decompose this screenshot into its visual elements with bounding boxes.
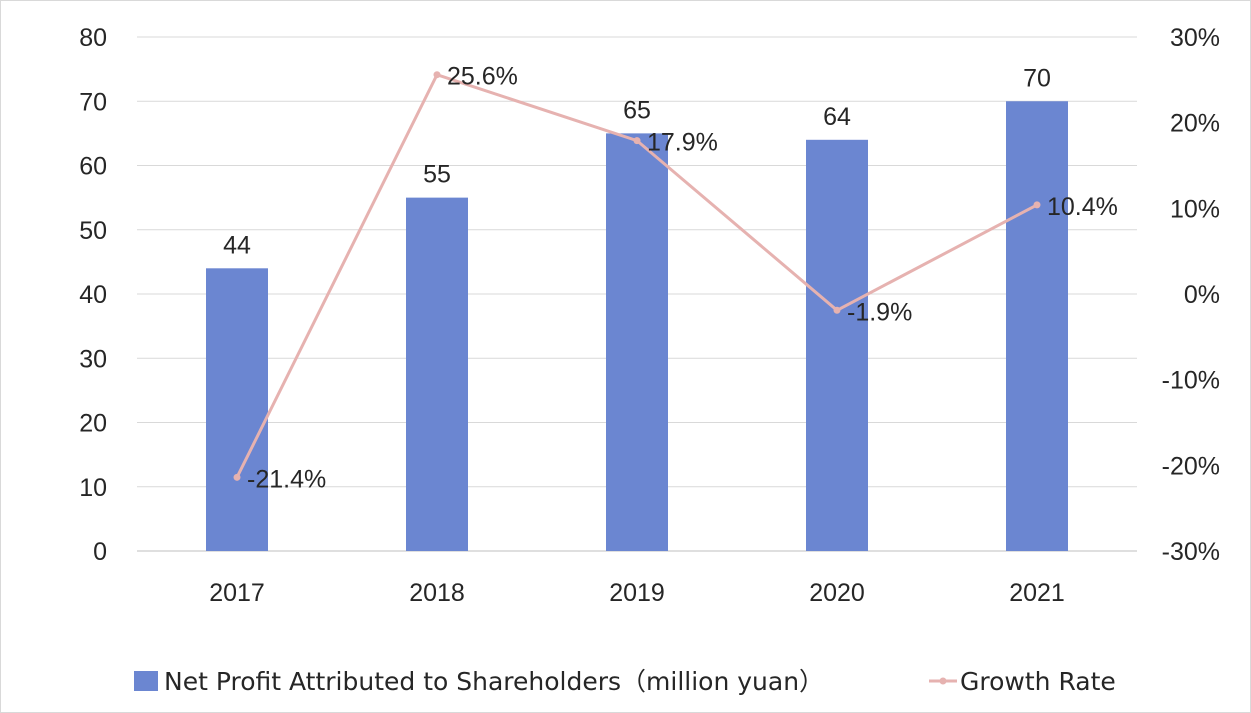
y-left-tick-label: 50 [79, 217, 107, 245]
y-left-tick-label: 80 [79, 24, 107, 52]
bar-series [206, 101, 1068, 552]
growth-rate-data-label: 25.6% [447, 63, 518, 91]
bar-data-label: 70 [1023, 64, 1051, 92]
axis-tick-labels: 0 10 20 30 40 50 60 70 80 -30% -20% -10% 0% 10% 20% 30%… [79, 24, 1220, 607]
legend-line-marker [939, 677, 947, 685]
x-tick-label: 2019 [609, 579, 665, 607]
growth-rate-point [833, 306, 841, 314]
growth-rate-point [1033, 201, 1041, 209]
growth-rate-data-label: 10.4% [1047, 193, 1118, 221]
bar-data-label: 44 [223, 231, 251, 259]
y-right-tick-label: -10% [1162, 367, 1220, 395]
y-left-tick-label: 20 [79, 410, 107, 438]
y-right-tick-label: 30% [1170, 24, 1220, 52]
growth-rate-point [233, 473, 241, 481]
y-right-tick-label: 0% [1184, 281, 1220, 309]
x-tick-label: 2017 [209, 579, 265, 607]
growth-rate-point [433, 71, 441, 79]
y-left-tick-label: 30 [79, 345, 107, 373]
y-left-tick-label: 0 [93, 538, 107, 566]
bar-data-label: 55 [423, 161, 451, 189]
bar [206, 268, 268, 551]
bar-data-label: 64 [823, 103, 851, 131]
bar [1006, 101, 1068, 551]
bar [806, 139, 868, 552]
bar [606, 133, 668, 551]
y-right-tick-label: 10% [1170, 195, 1220, 223]
growth-rate-data-label: -21.4% [247, 465, 326, 493]
legend-bar-swatch [134, 671, 158, 691]
bar [406, 197, 468, 551]
line-series [233, 71, 1041, 481]
y-left-tick-label: 40 [79, 281, 107, 309]
growth-rate-data-label: 17.9% [647, 129, 718, 157]
y-right-tick-label: -30% [1162, 538, 1220, 566]
growth-rate-point [633, 137, 641, 145]
y-right-tick-label: -20% [1162, 452, 1220, 480]
bar-data-label: 65 [623, 96, 651, 124]
growth-rate-data-label: -1.9% [847, 298, 912, 326]
y-left-tick-label: 10 [79, 474, 107, 502]
x-tick-label: 2021 [1009, 579, 1065, 607]
x-tick-label: 2020 [809, 579, 865, 607]
x-tick-label: 2018 [409, 579, 465, 607]
legend-bar-label: Net Profit Attributed to Shareholders（mi… [164, 667, 824, 696]
y-right-tick-label: 20% [1170, 110, 1220, 138]
y-left-tick-label: 60 [79, 153, 107, 181]
data-labels: 44 55 65 64 70 -21.4% 25.6% 17.9% -1.9% 10.4% [223, 63, 1118, 494]
legend-line-label: Growth Rate [960, 667, 1116, 696]
legend: Net Profit Attributed to Shareholders（mi… [134, 667, 1116, 696]
y-left-tick-label: 70 [79, 88, 107, 116]
